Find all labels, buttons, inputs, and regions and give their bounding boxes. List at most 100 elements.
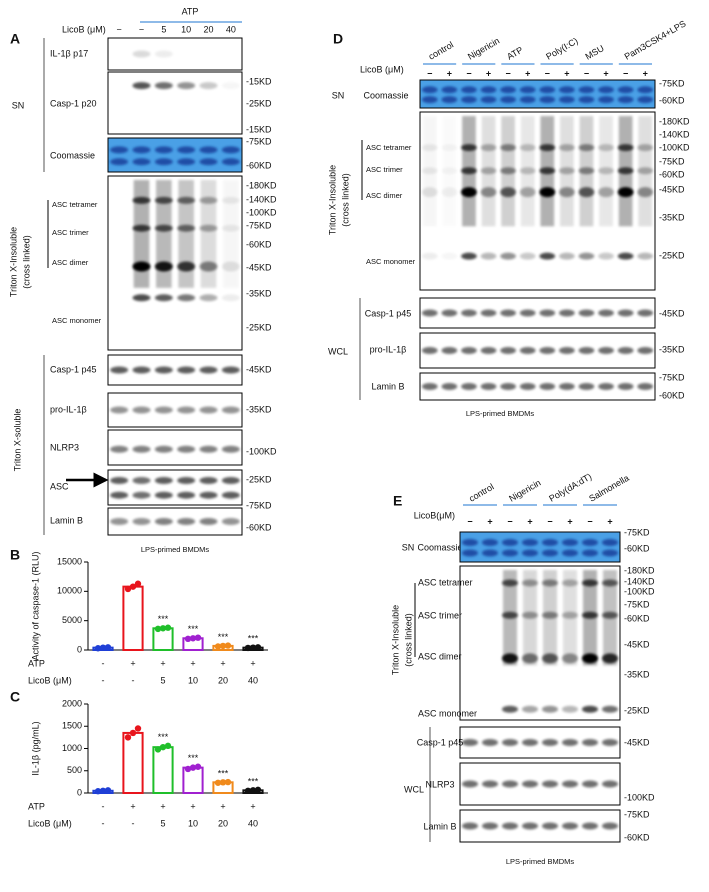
x-tick-label: + [250,658,255,668]
band [637,86,654,94]
band-label: ASC tetramer [418,577,473,587]
band [522,705,538,713]
smear [223,180,239,288]
marker: -75KD [624,527,650,537]
band [519,252,536,260]
group-label: Poly(dA:dT) [547,471,593,503]
band-label: ASC tetramer [366,143,412,152]
band [199,82,218,90]
band [602,705,618,713]
band [559,309,575,317]
x-tick-label: + [130,801,135,811]
section-label: WCL [404,784,424,794]
band [617,144,634,152]
band [462,539,478,546]
bar [122,731,144,794]
data-point [164,742,172,750]
band [461,187,477,198]
x-tick-label: - [102,658,105,668]
y-tick-label: 500 [67,765,82,775]
data-point [224,642,232,649]
x-tick-label: - [102,675,105,685]
blot-frame [107,37,243,71]
data-point [249,644,257,651]
band [221,146,240,154]
band [539,86,556,94]
data-point [249,787,257,794]
row-label: ATP [28,801,45,811]
data-point [189,764,197,771]
marker: -35KD [624,669,650,679]
band [582,739,598,746]
band [221,491,240,499]
band [177,196,196,204]
band [442,167,458,174]
band [500,187,516,198]
band [519,96,536,104]
lane-label: + [607,516,612,526]
marker: -75KD [246,500,272,510]
x-tick-label: + [250,801,255,811]
band [421,187,438,198]
y-tick-label: 5000 [62,615,82,625]
row-label: Lamin B [50,515,83,525]
band [199,158,218,166]
lane-label: + [643,68,648,78]
band [482,822,498,830]
band [539,187,556,198]
band [480,86,497,94]
band-label: ASC dimer [366,191,403,200]
band [542,705,558,713]
x-tick-label: + [160,658,165,668]
band [602,539,618,546]
row-label: Casp-1 p45 [365,308,412,318]
panel-letter: A [10,31,20,47]
y-axis-label: Activity of caspase-1 (RLU) [30,551,40,660]
band-label: ASC trimer [366,165,403,174]
band [110,445,129,453]
row-label: IL-1β p17 [50,48,88,58]
band [519,167,536,175]
blot-frame [459,762,621,806]
blot-frame [419,372,656,401]
panel-letter: C [10,689,20,705]
band [441,86,458,94]
marker: -140KD [246,194,277,204]
band [500,347,516,354]
smear [133,180,150,288]
band [542,653,558,664]
band [221,477,240,484]
marker: -180KD [659,116,690,126]
band [542,739,558,746]
data-point [129,729,137,737]
group-label: Pam3CSK4+LPS [623,18,688,61]
band [578,86,595,94]
lane-label: + [525,68,530,78]
y-tick-label: 2000 [62,698,82,708]
band [542,611,558,619]
band [177,518,196,525]
band [519,347,536,354]
band [461,347,477,354]
band [154,224,173,232]
x-tick-label: + [160,801,165,811]
band [500,309,516,317]
section-label: (cross linked) [403,613,413,667]
row-label: Coomassie [363,90,408,100]
row-label: Coomassie [417,542,462,552]
blot-bg [420,80,655,108]
lane-label: 20 [203,24,213,34]
lane-label: − [547,516,552,526]
data-point [159,625,167,632]
marker: -15KD [246,124,272,134]
band-label: ASC dimer [418,651,462,661]
band [132,224,151,232]
lane-label: + [487,516,492,526]
band [502,579,518,587]
band [177,224,196,232]
section-label: (cross linked) [340,173,350,227]
data-point [129,583,137,590]
band [502,780,518,788]
band [559,96,575,104]
band [598,187,614,198]
